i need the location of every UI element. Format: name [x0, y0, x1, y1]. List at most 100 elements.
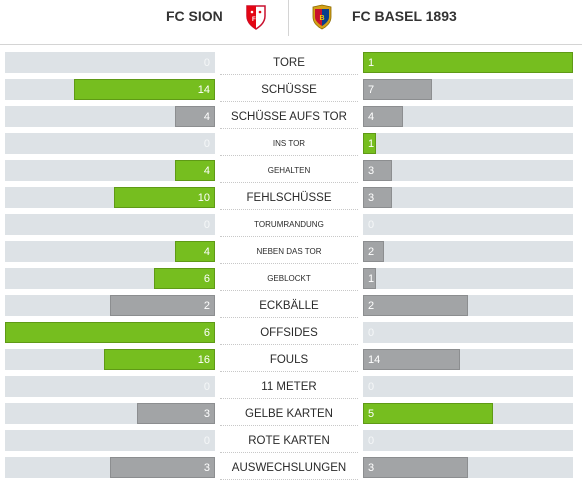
stat-label-divider — [220, 425, 358, 426]
away-stat-track — [363, 349, 573, 370]
away-stat-bar — [363, 295, 468, 316]
home-stat-value: 3 — [203, 407, 210, 420]
stat-row: 4 2 NEBEN DAS TOR — [0, 241, 582, 264]
stat-label-divider — [220, 209, 358, 210]
stat-label-divider — [220, 290, 358, 291]
home-stat-value: 16 — [197, 353, 210, 366]
stat-label-divider — [220, 371, 358, 372]
svg-text:FC: FC — [252, 17, 261, 23]
stat-row: 10 3 FEHLSCHÜSSE — [0, 187, 582, 210]
away-stat-value: 0 — [368, 434, 375, 447]
stat-row: 3 5 GELBE KARTEN — [0, 403, 582, 426]
away-stat-value: 3 — [368, 461, 375, 474]
home-stat-track — [5, 241, 215, 262]
away-team-name: FC BASEL 1893 — [352, 8, 457, 24]
away-stat-track — [363, 295, 573, 316]
home-stat-bar — [175, 106, 215, 127]
home-stat-value: 0 — [203, 137, 210, 150]
stat-label: AUSWECHSLUNGEN — [220, 457, 358, 480]
home-stat-track — [5, 52, 215, 73]
stat-label-text: TORE — [273, 56, 305, 69]
header-divider — [288, 0, 289, 36]
stat-label-divider — [220, 128, 358, 129]
stat-label: TORUMRANDUNG — [220, 214, 358, 237]
stat-label-divider — [220, 236, 358, 237]
stat-label-divider — [220, 263, 358, 264]
stat-label: ECKBÄLLE — [220, 295, 358, 318]
stat-label: SCHÜSSE — [220, 79, 358, 102]
stat-label-text: INS TOR — [272, 139, 306, 148]
stat-label-divider — [220, 398, 358, 399]
away-stat-bar — [363, 106, 403, 127]
away-stat-value: 4 — [368, 110, 375, 123]
stat-row: 2 2 ECKBÄLLE — [0, 295, 582, 318]
stat-label: GEBLOCKT — [220, 268, 358, 291]
fc-basel-crest-icon: B — [312, 4, 332, 30]
away-stat-track — [363, 52, 573, 73]
away-stat-bar — [363, 349, 460, 370]
stat-label-text: OFFSIDES — [260, 326, 318, 339]
stat-label-text: ECKBÄLLE — [259, 299, 319, 312]
home-stat-track — [5, 295, 215, 316]
home-stat-value: 3 — [203, 461, 210, 474]
away-stat-value: 1 — [368, 137, 375, 150]
stat-label-text: NEBEN DAS TOR — [256, 247, 322, 256]
stat-label: SCHÜSSE AUFS TOR — [220, 106, 358, 129]
away-stat-bar — [363, 160, 392, 181]
home-stat-bar — [5, 322, 215, 343]
away-stat-track — [363, 457, 573, 478]
away-stat-track — [363, 430, 573, 451]
stat-label-text: AUSWECHSLUNGEN — [231, 461, 347, 474]
away-stat-value: 14 — [368, 353, 381, 366]
away-stat-value: 2 — [368, 299, 375, 312]
stat-label: 11 METER — [220, 376, 358, 399]
home-stat-value: 0 — [203, 434, 210, 447]
stat-label: FEHLSCHÜSSE — [220, 187, 358, 210]
stat-row: 0 0 ROTE KARTEN — [0, 430, 582, 453]
home-stat-value: 0 — [203, 56, 210, 69]
home-stat-bar — [175, 241, 215, 262]
away-stat-bar — [363, 241, 384, 262]
home-stat-value: 0 — [203, 380, 210, 393]
stat-row: 3 3 AUSWECHSLUNGEN — [0, 457, 582, 480]
stat-row: 16 14 FOULS — [0, 349, 582, 372]
stat-label-text: GEHALTEN — [267, 166, 311, 175]
stat-label-text: SCHÜSSE AUFS TOR — [231, 110, 347, 123]
stat-label: INS TOR — [220, 133, 358, 156]
stat-row: 0 1 TORE — [0, 52, 582, 75]
home-stat-track — [5, 430, 215, 451]
home-stat-track — [5, 160, 215, 181]
stat-label: FOULS — [220, 349, 358, 372]
away-stat-value: 3 — [368, 164, 375, 177]
home-stat-bar — [74, 79, 215, 100]
away-stat-track — [363, 403, 573, 424]
home-stat-value: 6 — [203, 326, 210, 339]
match-header: FC SION FC B FC BASEL 1893 — [0, 0, 582, 44]
stat-row: 4 3 GEHALTEN — [0, 160, 582, 183]
away-stat-bar — [363, 187, 392, 208]
stat-label: OFFSIDES — [220, 322, 358, 345]
stat-row: 0 0 TORUMRANDUNG — [0, 214, 582, 237]
stat-row: 0 1 INS TOR — [0, 133, 582, 156]
away-stat-track — [363, 106, 573, 127]
home-stat-track — [5, 79, 215, 100]
home-stat-value: 4 — [203, 110, 210, 123]
stat-row: 6 1 GEBLOCKT — [0, 268, 582, 291]
home-stat-track — [5, 322, 215, 343]
stat-label-text: GEBLOCKT — [267, 274, 311, 283]
stat-label-text: FOULS — [269, 353, 309, 366]
stat-label-text: ROTE KARTEN — [248, 434, 330, 447]
stat-label: ROTE KARTEN — [220, 430, 358, 453]
away-stat-track — [363, 322, 573, 343]
away-stat-value: 2 — [368, 245, 375, 258]
home-stat-bar — [175, 160, 215, 181]
stat-label: GEHALTEN — [220, 160, 358, 183]
home-stat-track — [5, 457, 215, 478]
home-stat-value: 0 — [203, 218, 210, 231]
home-stat-bar — [114, 187, 215, 208]
away-stat-value: 7 — [368, 83, 375, 96]
stat-row: 14 7 SCHÜSSE — [0, 79, 582, 102]
away-stat-bar — [363, 457, 468, 478]
home-stat-value: 4 — [203, 245, 210, 258]
away-stat-track — [363, 133, 573, 154]
